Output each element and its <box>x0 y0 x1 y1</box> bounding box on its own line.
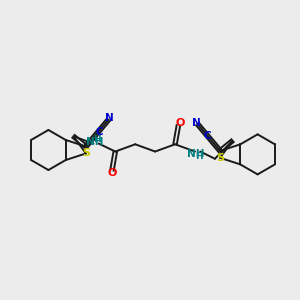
Text: C: C <box>95 127 103 137</box>
Text: NH: NH <box>187 149 205 159</box>
Text: S: S <box>216 153 224 163</box>
Text: NH: NH <box>86 137 104 147</box>
Text: S: S <box>82 148 90 158</box>
Text: O: O <box>107 168 117 178</box>
Text: H: H <box>195 152 202 161</box>
Text: H: H <box>93 135 101 144</box>
Text: O: O <box>175 118 184 128</box>
Text: N: N <box>192 118 201 128</box>
Text: C: C <box>203 131 211 141</box>
Text: N: N <box>105 113 114 123</box>
